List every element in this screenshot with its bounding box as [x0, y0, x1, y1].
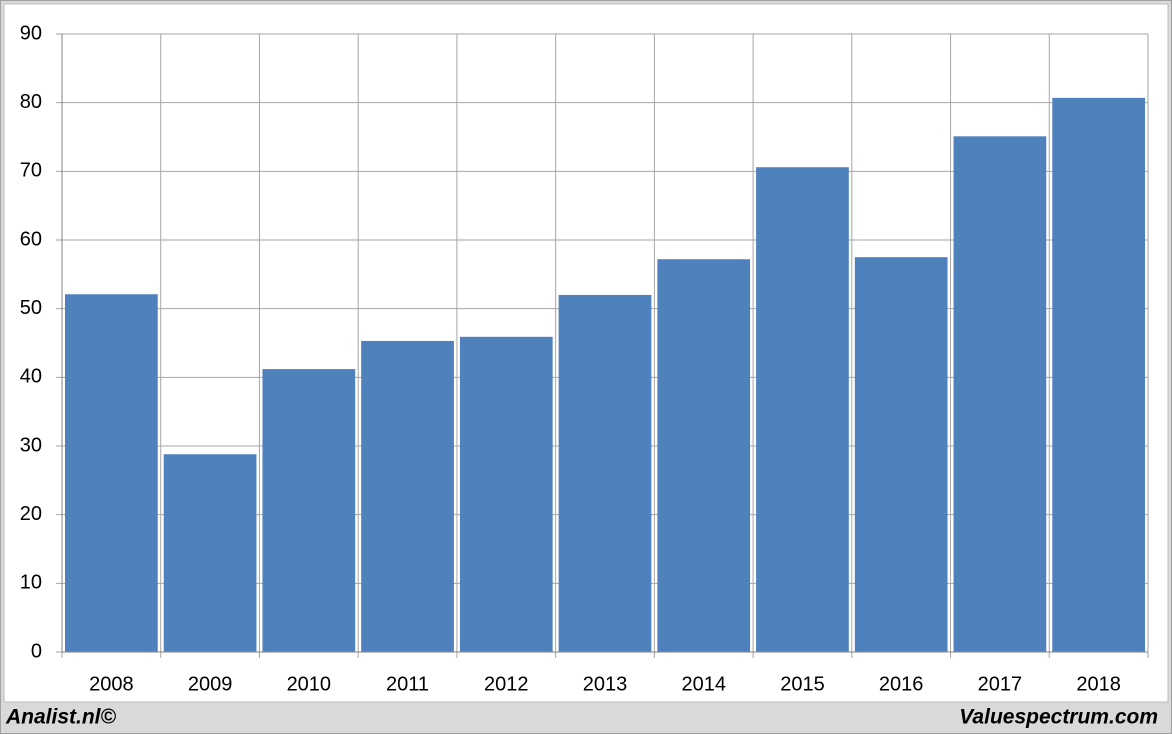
bar	[756, 167, 849, 653]
y-tick-label: 80	[20, 91, 42, 113]
y-tick-label: 70	[20, 160, 42, 182]
bar	[854, 257, 948, 652]
x-tick-label: 2018	[1076, 673, 1121, 695]
x-tick-label: 2012	[484, 673, 529, 695]
bar	[65, 294, 158, 652]
x-tick-label: 2017	[978, 673, 1023, 695]
footer-left: Analist.nl©	[5, 706, 117, 729]
y-tick-label: 60	[20, 228, 42, 250]
y-tick-label: 90	[20, 22, 42, 44]
y-tick-label: 10	[20, 572, 42, 594]
footer-right: Valuespectrum.com	[959, 706, 1158, 729]
y-tick-label: 0	[31, 640, 42, 662]
bar	[1052, 97, 1145, 653]
bar	[459, 336, 553, 652]
x-tick-label: 2015	[780, 673, 825, 695]
bar	[163, 454, 257, 652]
bar	[953, 136, 1047, 652]
x-tick-label: 2016	[879, 673, 924, 695]
bar	[262, 369, 356, 652]
bar	[657, 259, 751, 652]
y-tick-label: 20	[20, 503, 42, 525]
x-tick-label: 2010	[287, 673, 332, 695]
bar	[361, 340, 454, 652]
y-tick-label: 40	[20, 366, 42, 388]
y-tick-label: 50	[20, 297, 42, 319]
x-tick-label: 2013	[583, 673, 628, 695]
x-tick-label: 2011	[386, 673, 429, 695]
y-tick-label: 30	[20, 434, 42, 456]
x-tick-label: 2009	[188, 673, 233, 695]
bar	[558, 294, 652, 652]
x-tick-label: 2014	[681, 673, 726, 695]
x-tick-label: 2008	[89, 673, 134, 695]
